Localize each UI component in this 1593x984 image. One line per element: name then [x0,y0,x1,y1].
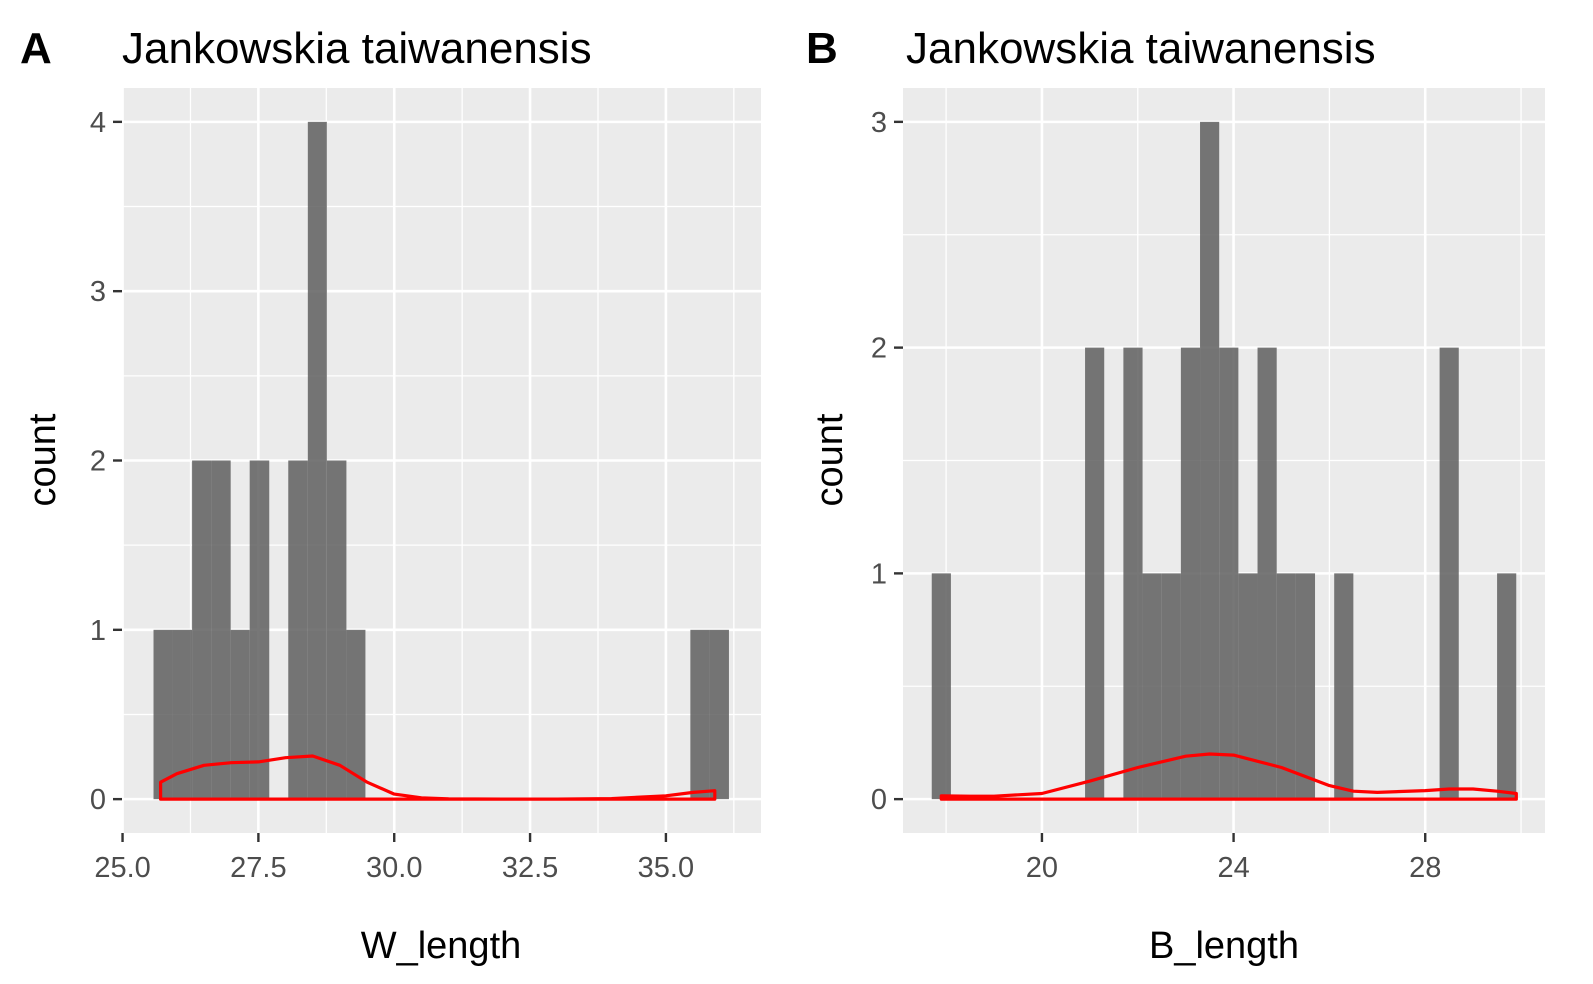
histogram-bar [153,629,173,800]
panel-a-x-axis-title: W_length [361,925,522,967]
histogram-bar [1180,347,1201,800]
panel-b-plot: 20 24 28 0 1 2 3 [871,88,1545,884]
panel-b-title: Jankowskia taiwanensis [906,24,1376,73]
histogram-bar [931,573,951,800]
histogram-bar [1439,347,1459,800]
histogram-bar [192,460,212,800]
histogram-bar [1257,347,1277,800]
panel-b-y-axis-title: count [809,413,851,506]
y-tick-label: 0 [871,784,887,816]
y-tick-label: 2 [871,333,887,365]
histogram-bar [1334,573,1354,800]
x-tick-label: 25.0 [94,852,150,884]
histogram-bar [307,121,327,800]
histogram-bar [1123,347,1143,800]
y-tick-label: 1 [871,558,887,590]
y-tick-label: 3 [90,276,106,308]
x-tick-label: 24 [1217,852,1249,884]
histogram-bar [249,460,270,800]
histogram-bar [709,629,729,800]
panel-b-x-axis-title: B_length [1149,925,1299,967]
panel-a-plot: 25.0 27.5 30.0 32.5 35.0 0 1 2 3 4 [90,88,761,884]
x-tick-label: 30.0 [366,852,422,884]
y-tick-label: 2 [90,446,106,478]
x-tick-label: 35.0 [638,852,694,884]
y-tick-label: 4 [90,107,106,139]
x-tick-label: 20 [1026,852,1058,884]
histogram-bar [1219,347,1239,800]
histogram-bar [1238,573,1258,800]
histogram-bar [1200,121,1220,800]
histogram-bar [172,629,193,800]
panel-b-letter: B [806,24,838,73]
histogram-bar [690,629,710,800]
panel-a-title: Jankowskia taiwanensis [122,24,592,73]
histogram-bar [326,460,347,800]
density-curve [159,754,717,801]
x-tick-label: 28 [1409,852,1441,884]
histogram-bar [211,460,231,800]
x-tick-label: 27.5 [230,852,286,884]
histogram-bar [346,629,366,800]
y-tick-label: 1 [90,615,106,647]
y-tick-label: 3 [871,107,887,139]
histogram-bar [1497,573,1517,800]
panel-a-letter: A [20,24,52,73]
histogram-bar [1276,573,1296,800]
y-tick-label: 0 [90,784,106,816]
histogram-bar [1085,347,1105,800]
histogram-bar [288,460,308,800]
panel-a-y-axis-title: count [22,413,64,506]
histogram-bar [230,629,250,800]
histogram-bar [1161,573,1181,800]
density-curve [939,752,1518,801]
x-tick-label: 32.5 [502,852,558,884]
histogram-bar [1142,573,1162,800]
histogram-bar [1295,573,1316,800]
